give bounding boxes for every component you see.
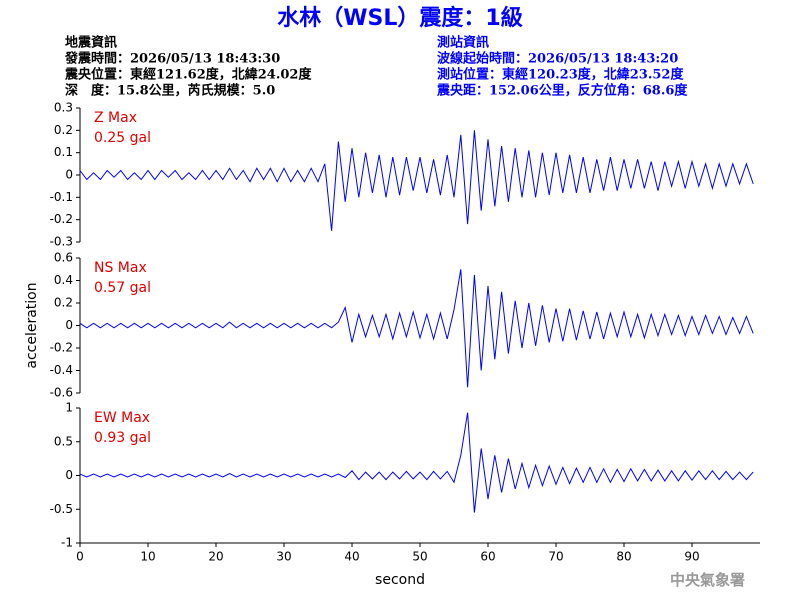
info-right: 測站資訊 xyxy=(437,35,489,51)
annotation: EW Max xyxy=(94,410,150,426)
x-tick-label: 50 xyxy=(412,550,427,564)
y-tick-label: -0.4 xyxy=(50,363,73,377)
y-tick-label: 0 xyxy=(65,168,73,182)
annotation: NS Max xyxy=(94,260,147,276)
y-tick-label: -0.2 xyxy=(50,212,73,226)
x-tick-label: 70 xyxy=(548,550,563,564)
y-tick-label: 0.2 xyxy=(54,296,73,310)
annotation: Z Max xyxy=(94,110,137,126)
x-axis-label: second xyxy=(375,572,425,588)
annotation: 0.57 gal xyxy=(94,280,151,296)
info-right: 測站位置：東經120.23度，北緯23.52度 xyxy=(437,67,684,83)
y-tick-label: 0 xyxy=(65,468,73,482)
x-tick-label: 20 xyxy=(208,550,223,564)
y-tick-label: 0.2 xyxy=(54,123,73,137)
waveform xyxy=(79,412,754,513)
info-left: 震央位置：東經121.62度，北緯24.02度 xyxy=(64,67,312,83)
annotation: 0.25 gal xyxy=(94,130,151,146)
waveform xyxy=(79,269,754,388)
watermark: 中央氣象署 xyxy=(670,571,745,589)
y-tick-label: -0.6 xyxy=(50,386,73,400)
y-tick-label: 0 xyxy=(65,318,73,332)
y-tick-label: -0.1 xyxy=(50,190,73,204)
x-tick-label: 10 xyxy=(140,550,155,564)
y-tick-label: -1 xyxy=(61,536,73,550)
info-left: 深 度：15.8公里，芮氏規模：5.0 xyxy=(65,83,275,99)
y-tick-label: -0.5 xyxy=(50,502,73,516)
x-tick-label: 40 xyxy=(344,550,359,564)
y-tick-label: 0.6 xyxy=(54,251,73,265)
x-tick-label: 90 xyxy=(684,550,699,564)
chart-title: 水林（WSL）震度：1級 xyxy=(277,5,522,31)
x-tick-label: 30 xyxy=(276,550,291,564)
y-tick-label: 0.4 xyxy=(54,273,73,287)
x-tick-label: 0 xyxy=(76,550,84,564)
waveform xyxy=(79,130,754,231)
y-axis-label: acceleration xyxy=(24,282,40,368)
annotation: 0.93 gal xyxy=(94,430,151,446)
info-left: 地震資訊 xyxy=(65,35,117,51)
x-tick-label: 80 xyxy=(616,550,631,564)
y-tick-label: -0.2 xyxy=(50,341,73,355)
y-tick-label: -0.3 xyxy=(50,235,73,249)
y-tick-label: 0.3 xyxy=(54,101,73,115)
info-left: 發震時間：2026/05/13 18:43:30 xyxy=(64,51,280,67)
info-right: 震央距：152.06公里，反方位角：68.6度 xyxy=(436,83,688,99)
y-tick-label: 1 xyxy=(65,401,73,415)
x-tick-label: 60 xyxy=(480,550,495,564)
y-tick-label: 0.1 xyxy=(54,145,73,159)
info-right: 波線起始時間：2026/05/13 18:43:20 xyxy=(437,51,678,67)
y-tick-label: 0.5 xyxy=(54,434,73,448)
